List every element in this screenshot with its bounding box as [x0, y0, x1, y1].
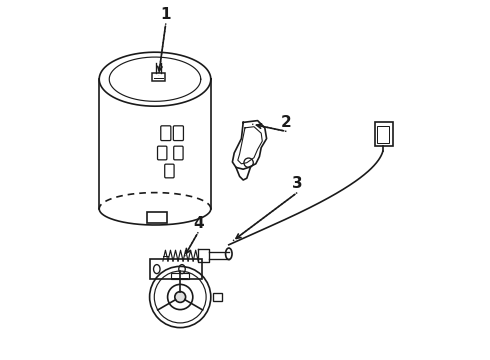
Bar: [152, 73, 165, 81]
Text: 1: 1: [161, 7, 171, 22]
Text: 2: 2: [281, 115, 292, 130]
Bar: [149, 259, 202, 279]
Bar: [377, 126, 390, 143]
Text: 4: 4: [193, 216, 203, 231]
Bar: [213, 293, 221, 301]
Bar: [374, 122, 392, 146]
Bar: [171, 273, 189, 279]
Text: 3: 3: [292, 176, 302, 191]
Bar: [147, 212, 167, 223]
Circle shape: [175, 292, 186, 302]
